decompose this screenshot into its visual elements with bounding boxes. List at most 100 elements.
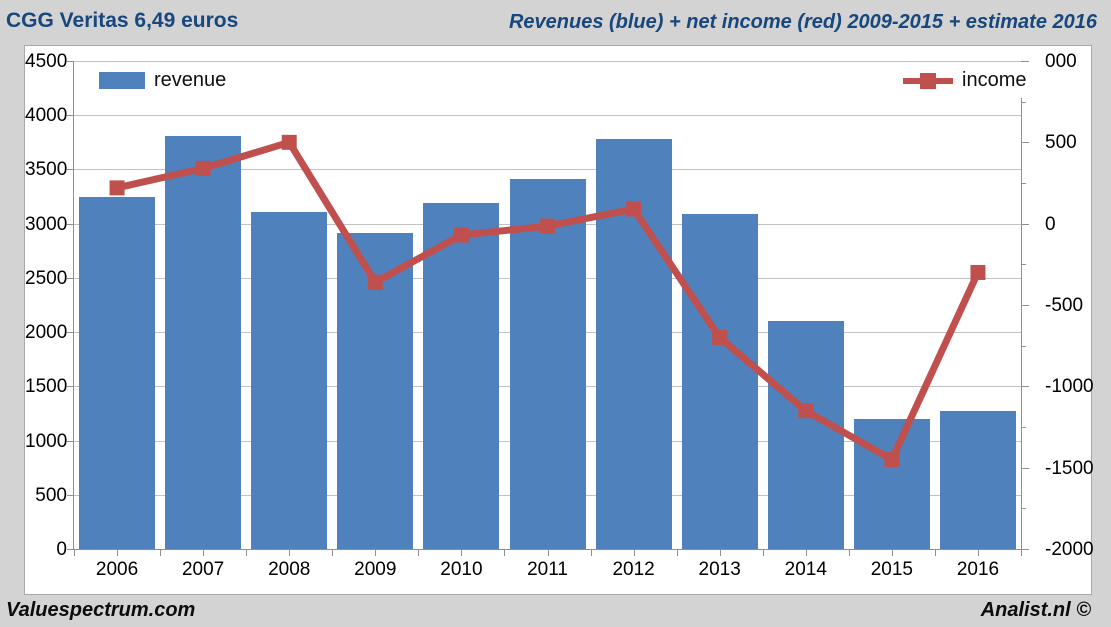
bar-2009	[337, 233, 414, 549]
x-axis-label-2011: 2011	[527, 559, 568, 580]
y-axis-label: 4500	[25, 51, 68, 72]
income-marker-2006	[109, 180, 125, 196]
bar-2016	[939, 411, 1016, 549]
bar-2006	[79, 196, 156, 549]
x-axis-tick	[203, 550, 205, 556]
legend-revenue: revenue	[99, 62, 265, 98]
bar-2011	[509, 179, 586, 549]
source-valuespectrum: Valuespectrum.com	[6, 599, 196, 621]
plot-panel: 0 500 1000 1500 2000 2500 3000 3500 4000 4500 000 5…	[24, 45, 1094, 595]
y2-axis-label: -1500	[1045, 457, 1094, 479]
x-axis-tick	[891, 550, 893, 556]
gridline	[74, 115, 1021, 117]
gridline	[74, 61, 1021, 62]
y2-axis-label: 500	[1045, 132, 1077, 154]
x-axis-tick	[633, 550, 635, 556]
x-axis-line	[73, 549, 1021, 550]
bar-2013	[681, 213, 758, 549]
x-axis-label-2008: 2008	[268, 559, 311, 580]
y2-axis-tick	[1022, 427, 1026, 428]
y-axis-tick	[67, 169, 74, 171]
revenue-swatch-icon	[99, 71, 145, 89]
legend-revenue-label: revenue	[154, 68, 227, 91]
y2-axis-tick	[1022, 183, 1026, 184]
y2-axis-tick	[1022, 305, 1029, 306]
y-axis-label: 3000	[25, 213, 68, 235]
x-axis-label-2006: 2006	[95, 559, 139, 580]
income-swatch-icon	[903, 72, 953, 89]
legend-income: income	[903, 62, 1041, 98]
x-axis-tick	[805, 550, 807, 556]
chart-title-left: CGG Veritas 6,49 euros	[6, 9, 239, 32]
y-axis-tick	[67, 494, 74, 496]
x-axis-tick	[762, 550, 764, 556]
y2-axis-tick	[1022, 549, 1029, 550]
x-axis-tick	[547, 550, 549, 556]
x-axis-label-2014: 2014	[784, 559, 827, 580]
y2-axis-label: 0	[1045, 213, 1056, 235]
y-axis-tick	[67, 115, 74, 117]
x-axis-tick	[719, 550, 721, 556]
y2-axis-tick	[1022, 386, 1029, 388]
x-axis-tick	[504, 550, 506, 556]
y-axis-tick	[67, 549, 74, 550]
x-axis-tick	[590, 550, 592, 556]
y-axis-tick	[67, 440, 74, 442]
y2-axis-tick	[1022, 264, 1026, 266]
x-axis-tick	[461, 550, 463, 556]
x-axis-label-2009: 2009	[354, 559, 397, 580]
y-axis-tick	[67, 277, 74, 279]
y-axis-label: 1000	[25, 430, 68, 452]
x-axis-tick	[1021, 550, 1022, 556]
y2-axis-label: -500	[1045, 295, 1084, 316]
y-axis-tick	[67, 332, 74, 334]
y-axis-tick	[67, 61, 74, 62]
x-axis-label-2016: 2016	[956, 559, 1000, 580]
x-axis-tick	[848, 550, 850, 556]
y2-axis-label: -2000	[1045, 539, 1094, 560]
y-axis-label: 500	[35, 484, 67, 506]
income-marker-2008	[281, 134, 297, 150]
x-axis-tick	[289, 550, 291, 556]
x-axis-label-2012: 2012	[612, 559, 655, 580]
x-axis-tick	[160, 550, 162, 556]
x-axis-tick	[676, 550, 678, 556]
y2-axis-line	[1021, 61, 1022, 550]
x-axis-tick	[117, 550, 119, 556]
bar-2012	[595, 139, 672, 549]
y2-axis-tick	[1022, 345, 1026, 347]
x-axis-label-2007: 2007	[181, 559, 225, 580]
x-axis-tick	[332, 550, 334, 556]
bar-2007	[165, 135, 242, 549]
legend-income-label: income	[962, 68, 1027, 91]
y-axis-tick	[67, 223, 74, 225]
y2-axis-tick	[1022, 467, 1029, 469]
x-axis-tick	[977, 550, 979, 556]
chart-title-right: Revenues (blue) + net income (red) 2009-…	[508, 11, 1097, 33]
y2-axis-tick	[1022, 142, 1029, 144]
x-axis-tick	[74, 550, 75, 556]
y2-axis-tick	[1022, 508, 1026, 510]
x-axis-label-2010: 2010	[440, 559, 483, 580]
y-axis-line	[73, 61, 74, 549]
bar-2015	[853, 418, 930, 549]
bar-2010	[423, 203, 500, 549]
y-axis-tick	[67, 386, 74, 388]
y2-axis-label: -1000	[1045, 376, 1094, 398]
y-axis-label: 0	[56, 539, 67, 560]
y-axis-label: 2500	[25, 267, 68, 289]
x-axis-tick	[934, 550, 936, 556]
y-axis-label: 2000	[25, 322, 68, 344]
x-axis-tick	[418, 550, 420, 556]
y2-axis-tick	[1022, 223, 1029, 225]
x-axis-label-2015: 2015	[870, 559, 913, 580]
x-axis-label-2013: 2013	[698, 559, 741, 580]
y2-axis-label: 000	[1045, 51, 1077, 72]
x-axis-tick	[246, 550, 248, 556]
x-axis-tick	[375, 550, 377, 556]
y2-axis-tick	[1022, 61, 1029, 62]
bar-2014	[767, 321, 844, 549]
y-axis-label: 1500	[25, 376, 68, 398]
y-axis-label: 3500	[25, 159, 68, 181]
